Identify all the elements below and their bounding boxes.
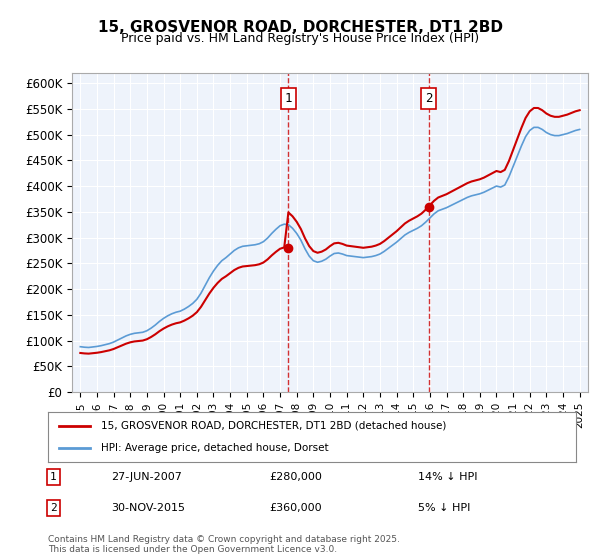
Text: 27-JUN-2007: 27-JUN-2007: [112, 472, 182, 482]
Text: Price paid vs. HM Land Registry's House Price Index (HPI): Price paid vs. HM Land Registry's House …: [121, 32, 479, 45]
Text: 2: 2: [425, 92, 432, 105]
Text: £360,000: £360,000: [270, 503, 322, 513]
Text: 15, GROSVENOR ROAD, DORCHESTER, DT1 2BD (detached house): 15, GROSVENOR ROAD, DORCHESTER, DT1 2BD …: [101, 421, 446, 431]
Text: HPI: Average price, detached house, Dorset: HPI: Average price, detached house, Dors…: [101, 443, 328, 453]
Text: 15, GROSVENOR ROAD, DORCHESTER, DT1 2BD: 15, GROSVENOR ROAD, DORCHESTER, DT1 2BD: [97, 20, 503, 35]
Text: 1: 1: [284, 92, 292, 105]
Text: 2: 2: [50, 503, 56, 513]
Text: 5% ↓ HPI: 5% ↓ HPI: [418, 503, 470, 513]
Text: 30-NOV-2015: 30-NOV-2015: [112, 503, 185, 513]
Text: 14% ↓ HPI: 14% ↓ HPI: [418, 472, 477, 482]
Text: £280,000: £280,000: [270, 472, 323, 482]
Text: Contains HM Land Registry data © Crown copyright and database right 2025.
This d: Contains HM Land Registry data © Crown c…: [48, 535, 400, 554]
Text: 1: 1: [50, 472, 56, 482]
